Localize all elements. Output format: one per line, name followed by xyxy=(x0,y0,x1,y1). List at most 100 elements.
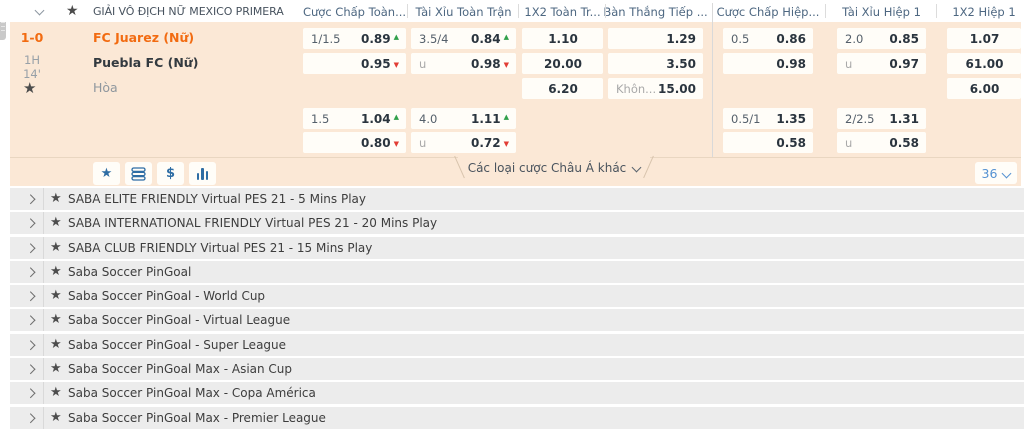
favorite-star-icon[interactable]: ★ xyxy=(50,215,62,231)
favorite-star-icon[interactable]: ★ xyxy=(50,288,62,304)
odds-value: 6.20 xyxy=(548,81,578,96)
odds-value: 0.98 xyxy=(776,56,806,71)
favorite-star-icon[interactable]: ★ xyxy=(50,385,62,401)
dollar-icon: $ xyxy=(165,166,176,181)
expand-chevron-icon[interactable] xyxy=(27,415,34,422)
row-divider xyxy=(43,188,44,210)
expand-chevron-icon[interactable] xyxy=(27,390,34,397)
odds-trend-up-icon: ▲ xyxy=(503,112,509,121)
favorite-star-icon[interactable]: ★ xyxy=(50,361,62,377)
panel-drag-handle[interactable] xyxy=(0,6,6,40)
odds-cell[interactable]: 6.20 xyxy=(522,78,603,99)
league-row[interactable]: ★ Saba Soccer PinGoal xyxy=(10,260,1024,283)
expand-chevron-icon[interactable] xyxy=(27,342,34,349)
odds-cell[interactable]: 61.00 xyxy=(947,53,1021,74)
odds-cell[interactable]: 1.29 xyxy=(608,28,703,49)
odds-cell[interactable]: 2.0 0.85 xyxy=(837,28,926,49)
odds-cell[interactable]: 1/1.5 0.89 ▲ xyxy=(303,28,406,49)
favorite-star-icon[interactable]: ★ xyxy=(50,409,62,425)
odds-value: 61.00 xyxy=(965,56,1004,71)
league-name: Saba Soccer PinGoal - Super League xyxy=(68,337,287,352)
collapse-chevron-icon[interactable] xyxy=(36,7,43,14)
bet-stack-button[interactable] xyxy=(125,162,152,185)
odds-column-header: Bàn Thắng Tiếp ... xyxy=(603,5,708,19)
odds-value: 0.72 xyxy=(471,135,501,150)
league-row[interactable]: ★ Saba Soccer PinGoal - Virtual League xyxy=(10,309,1024,332)
header-separator xyxy=(825,4,826,18)
odds-value: 0.86 xyxy=(776,31,806,46)
expand-chevron-icon[interactable] xyxy=(27,196,34,203)
odds-cell[interactable]: 2/2.5 1.31 xyxy=(837,108,926,129)
league-row[interactable]: ★ SABA CLUB FRIENDLY Virtual PES 21 - 15 … xyxy=(10,236,1024,259)
handicap-line: 4.0 xyxy=(419,111,438,126)
league-row[interactable]: ★ Saba Soccer PinGoal - Super League xyxy=(10,333,1024,356)
league-row[interactable]: ★ Saba Soccer PinGoal Max - Premier Leagu… xyxy=(10,406,1024,429)
odds-cell[interactable]: u 0.58 xyxy=(837,132,926,153)
league-row[interactable]: ★ SABA INTERNATIONAL FRIENDLY Virtual PES… xyxy=(10,212,1024,235)
odds-value: 0.85 xyxy=(889,31,919,46)
odds-value: 1.11 xyxy=(471,111,501,126)
odds-value: 1.29 xyxy=(666,31,696,46)
league-name: Saba Soccer PinGoal Max - Premier League xyxy=(68,410,326,425)
odds-trend-up-icon: ▲ xyxy=(503,32,509,41)
odds-value: 20.00 xyxy=(544,56,582,71)
expand-chevron-icon[interactable] xyxy=(27,269,34,276)
row-divider xyxy=(43,260,44,283)
header-separator xyxy=(407,4,408,18)
odds-value: 15.00 xyxy=(658,81,696,96)
odds-cell[interactable]: u 0.97 xyxy=(837,53,926,74)
match-score: 1-0 xyxy=(20,30,44,45)
league-row[interactable]: ★ Saba Soccer PinGoal Max - Asian Cup xyxy=(10,358,1024,381)
match-favorite-star-icon[interactable]: ★ xyxy=(23,79,37,97)
expand-chevron-icon[interactable] xyxy=(27,293,34,300)
odds-cell[interactable]: 3.5/4 0.84 ▲ xyxy=(411,28,516,49)
row-divider xyxy=(43,382,44,405)
expand-chevron-icon[interactable] xyxy=(27,245,34,252)
favorite-star-icon[interactable]: ★ xyxy=(50,191,62,206)
favorite-star-icon[interactable]: ★ xyxy=(50,263,62,279)
favorite-star-icon[interactable]: ★ xyxy=(50,239,62,255)
market-count-dropdown[interactable]: 36 xyxy=(975,162,1017,184)
stats-button[interactable] xyxy=(189,162,216,185)
handicap-line: 0.5/1 xyxy=(731,111,761,126)
odds-cell[interactable]: 20.00 xyxy=(522,53,603,74)
handicap-line: 1.5 xyxy=(311,111,330,126)
league-row[interactable]: ★ Saba Soccer PinGoal Max - Copa América xyxy=(10,382,1024,405)
expand-chevron-icon[interactable] xyxy=(27,317,34,324)
odds-cell[interactable]: u 0.72 ▼ xyxy=(411,132,516,153)
odds-trend-down-icon: ▼ xyxy=(393,60,399,69)
league-name: Saba Soccer PinGoal Max - Asian Cup xyxy=(68,362,293,377)
league-row[interactable]: ★ Saba Soccer PinGoal - World Cup xyxy=(10,285,1024,308)
match-period: 1H xyxy=(24,53,40,67)
favorite-star-icon[interactable]: ★ xyxy=(50,312,62,328)
odds-cell[interactable]: 3.50 xyxy=(608,53,703,74)
asian-bets-dropdown[interactable]: Các loại cược Châu Á khác xyxy=(458,156,650,179)
expand-chevron-icon[interactable] xyxy=(27,366,34,373)
odds-cell[interactable]: 0.95 ▼ xyxy=(303,53,406,74)
league-favorite-star-icon[interactable]: ★ xyxy=(66,3,79,19)
odds-cell[interactable]: 0.5 0.86 xyxy=(723,28,813,49)
odds-cell[interactable]: 0.5/1 1.35 xyxy=(723,108,813,129)
odds-value: 3.50 xyxy=(666,56,696,71)
odds-cell[interactable]: 0.58 xyxy=(723,132,813,153)
odds-display-button[interactable]: $ xyxy=(157,162,184,185)
odds-cell[interactable]: 4.0 1.11 ▲ xyxy=(411,108,516,129)
favorite-star-icon[interactable]: ★ xyxy=(50,336,62,352)
odds-cell[interactable]: 1.10 xyxy=(522,28,603,49)
favorites-button[interactable]: ★ xyxy=(93,162,120,185)
odds-cell[interactable]: 6.00 xyxy=(947,78,1021,99)
stack-icon xyxy=(131,166,146,181)
odds-value: 0.80 xyxy=(361,135,391,150)
expand-chevron-icon[interactable] xyxy=(27,220,34,227)
handicap-line: u xyxy=(419,135,427,150)
odds-value: 1.31 xyxy=(889,111,919,126)
odds-cell[interactable]: u 0.98 ▼ xyxy=(411,53,516,74)
odds-cell[interactable]: 0.98 xyxy=(723,53,813,74)
odds-cell[interactable]: Khôn... 15.00 xyxy=(608,78,703,99)
league-row[interactable]: ★ SABA ELITE FRIENDLY Virtual PES 21 - 5 … xyxy=(10,188,1024,210)
odds-cell[interactable]: 1.07 xyxy=(947,28,1021,49)
odds-cell[interactable]: 1.5 1.04 ▲ xyxy=(303,108,406,129)
match-clock: 14' xyxy=(23,67,41,81)
league-match-panel: ★ GIẢI VÔ ĐỊCH NỮ MEXICO PRIMERA Cược Ch… xyxy=(0,0,1024,186)
odds-cell[interactable]: 0.80 ▼ xyxy=(303,132,406,153)
